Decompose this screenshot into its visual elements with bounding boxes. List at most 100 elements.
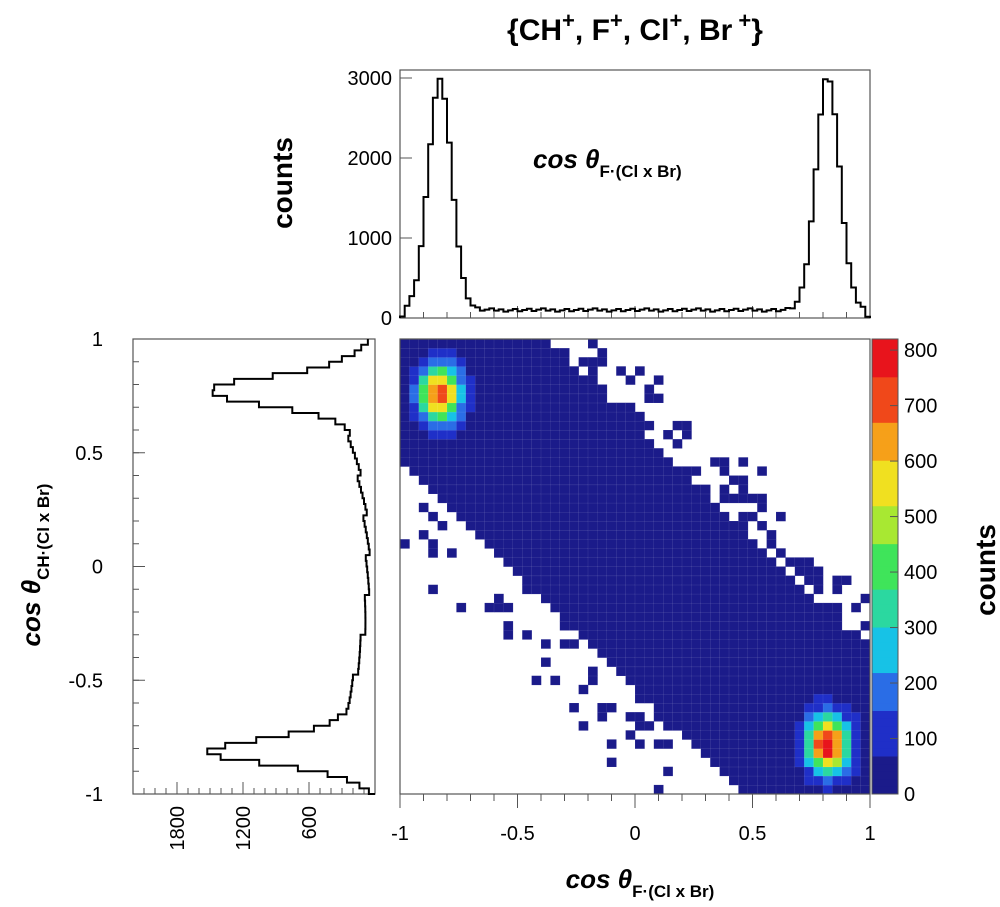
heatmap-cell <box>634 648 645 659</box>
main-xtick-label: 0.5 <box>739 823 767 845</box>
colorbar-step <box>872 763 898 772</box>
heatmap-cell <box>616 520 627 531</box>
heatmap-cell <box>841 721 852 731</box>
heatmap-cell <box>512 420 523 431</box>
heatmap-cell <box>503 539 514 549</box>
heatmap-cell <box>700 557 711 568</box>
heatmap-cell <box>606 502 617 513</box>
heatmap-cell <box>456 475 467 486</box>
heatmap-cell <box>522 448 533 458</box>
heatmap-cell <box>841 775 852 786</box>
heatmap-cell <box>634 630 645 640</box>
colorbar-step <box>872 528 898 537</box>
heatmap-cell <box>785 721 796 731</box>
heatmap-cell <box>475 457 486 467</box>
heatmap-cell <box>841 666 852 677</box>
heatmap-cell <box>747 684 758 695</box>
heatmap-cell <box>418 429 429 440</box>
heatmap-cell <box>757 730 768 740</box>
heatmap-cell <box>569 402 580 413</box>
heatmap-cell <box>775 602 786 613</box>
heatmap-cell <box>456 366 467 376</box>
heatmap-cell <box>484 484 495 495</box>
left-ytick-label: 0 <box>92 557 103 579</box>
colorbar-label: counts <box>970 524 1000 616</box>
heatmap-cell <box>550 675 561 686</box>
heatmap-cell <box>522 630 533 640</box>
heatmap-cell <box>531 393 542 404</box>
heatmap-cell <box>681 602 692 613</box>
heatmap-cell <box>644 448 655 458</box>
heatmap-cell <box>550 520 561 531</box>
heatmap-cell <box>691 511 702 522</box>
heatmap-cell <box>559 357 570 367</box>
heatmap-cell <box>606 630 617 640</box>
heatmap-cell <box>475 420 486 431</box>
heatmap-cell <box>700 529 711 540</box>
heatmap-cell <box>841 648 852 659</box>
heatmap-cell <box>493 539 504 549</box>
colorbar-step <box>872 445 898 454</box>
heatmap-cell <box>531 448 542 458</box>
heatmap-cell <box>860 702 871 713</box>
heatmap-cell <box>785 584 796 595</box>
heatmap-cell <box>587 593 598 604</box>
heatmap-cell <box>569 375 580 385</box>
heatmap-cell <box>813 693 824 704</box>
heatmap-cell <box>757 639 768 649</box>
heatmap-cell <box>634 620 645 631</box>
heatmap-cell <box>851 775 862 786</box>
heatmap-cell <box>804 593 815 604</box>
heatmap-cell <box>804 757 815 768</box>
heatmap-cell <box>832 748 843 759</box>
heatmap-cell <box>804 575 815 586</box>
heatmap-cell <box>766 711 777 722</box>
heatmap-cell <box>728 748 739 759</box>
heatmap-cell <box>728 639 739 649</box>
heatmap-cell <box>409 420 420 431</box>
heatmap-cell <box>738 675 749 686</box>
heatmap-cell <box>465 502 476 513</box>
heatmap-cell <box>681 648 692 659</box>
heatmap-cell <box>625 438 636 449</box>
heatmap-cell <box>700 611 711 622</box>
heatmap-cell <box>775 566 786 577</box>
heatmap-cell <box>606 575 617 586</box>
heatmap-cell <box>663 657 674 668</box>
heatmap-cell <box>710 593 721 604</box>
heatmap-cell <box>775 675 786 686</box>
heatmap-cell <box>456 438 467 449</box>
heatmap-cell <box>428 539 439 549</box>
heatmap-cell <box>418 402 429 413</box>
heatmap-cell <box>653 557 664 568</box>
heatmap-cell <box>437 384 448 395</box>
heatmap-cell <box>644 675 655 686</box>
heatmap-cell <box>540 529 551 540</box>
heatmap-cell <box>672 529 683 540</box>
heatmap-cell <box>587 539 598 549</box>
heatmap-cell <box>738 784 749 795</box>
heatmap-cell <box>822 739 833 750</box>
heatmap-cell <box>728 493 739 504</box>
heatmap-cell <box>738 539 749 549</box>
heatmap-cell <box>804 748 815 759</box>
heatmap-cell <box>418 411 429 422</box>
colorbar-step <box>872 672 898 681</box>
heatmap-cell <box>851 684 862 695</box>
heatmap-cell <box>794 684 805 695</box>
heatmap-cell <box>625 730 636 740</box>
heatmap-cell <box>522 375 533 385</box>
heatmap-cell <box>578 438 589 449</box>
heatmap-cell <box>625 611 636 622</box>
heatmap-cell <box>851 675 862 686</box>
heatmap-cell <box>710 611 721 622</box>
colorbar-tick-label: 600 <box>904 451 937 473</box>
heatmap-cell <box>625 602 636 613</box>
heatmap-cell <box>644 611 655 622</box>
colorbar-step <box>872 339 898 347</box>
heatmap-cell <box>757 693 768 704</box>
heatmap-cell <box>597 702 608 713</box>
heatmap-cell <box>710 520 721 531</box>
heatmap-cell <box>625 566 636 577</box>
heatmap-cell <box>484 457 495 467</box>
